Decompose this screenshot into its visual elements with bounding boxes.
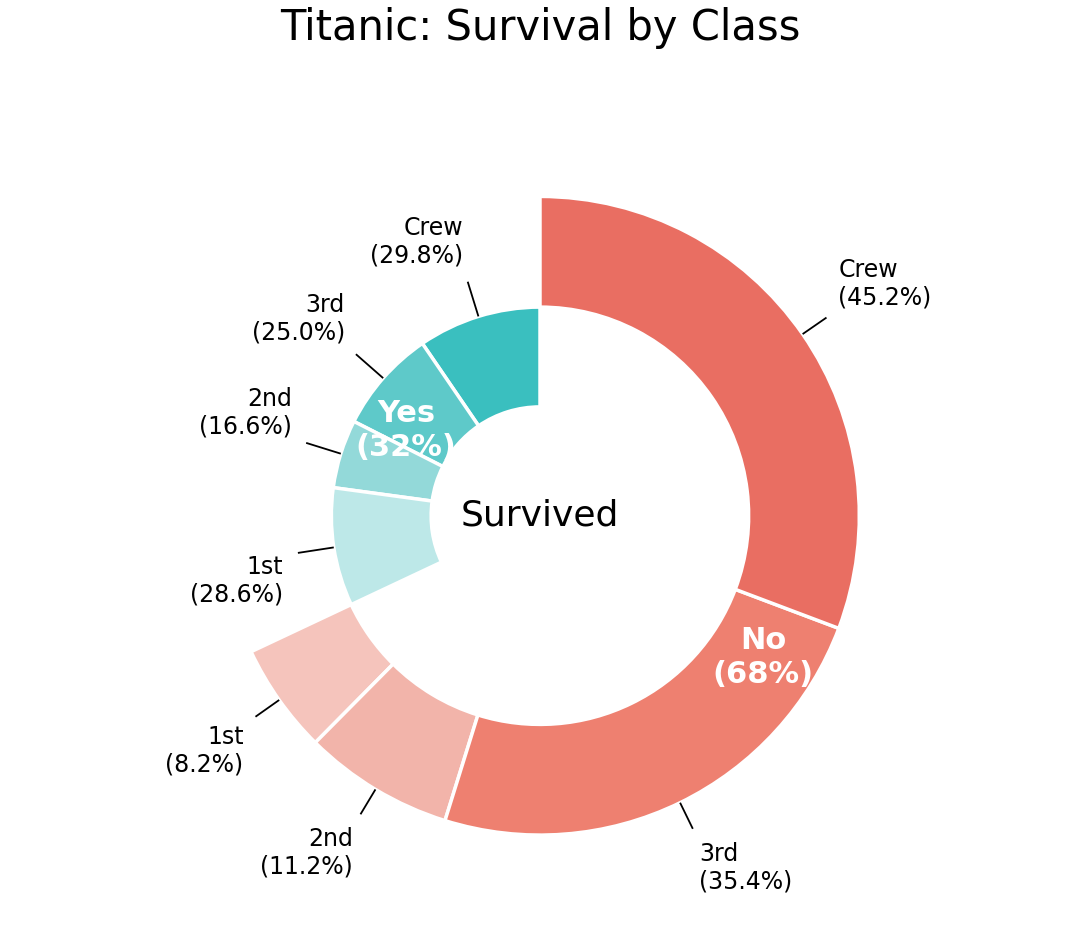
- Text: 3rd
(25.0%): 3rd (25.0%): [252, 293, 345, 345]
- Text: Yes
(32%): Yes (32%): [355, 400, 457, 462]
- Text: Crew
(29.8%): Crew (29.8%): [370, 216, 463, 268]
- Text: 1st
(8.2%): 1st (8.2%): [165, 725, 244, 777]
- Wedge shape: [354, 343, 478, 466]
- Wedge shape: [422, 307, 540, 426]
- Title: Titanic: Survival by Class: Titanic: Survival by Class: [280, 7, 800, 49]
- Text: No
(68%): No (68%): [713, 626, 813, 688]
- Text: 3rd
(35.4%): 3rd (35.4%): [699, 842, 793, 894]
- Wedge shape: [445, 589, 839, 835]
- Wedge shape: [251, 604, 393, 743]
- Wedge shape: [334, 421, 443, 501]
- Text: 2nd
(11.2%): 2nd (11.2%): [260, 827, 353, 879]
- Text: Crew
(45.2%): Crew (45.2%): [838, 258, 932, 309]
- Wedge shape: [315, 664, 478, 821]
- Wedge shape: [332, 488, 442, 604]
- Text: Survived: Survived: [461, 499, 619, 533]
- Text: 2nd
(16.6%): 2nd (16.6%): [200, 386, 293, 439]
- Wedge shape: [540, 196, 860, 628]
- Text: 1st
(28.6%): 1st (28.6%): [190, 556, 284, 607]
